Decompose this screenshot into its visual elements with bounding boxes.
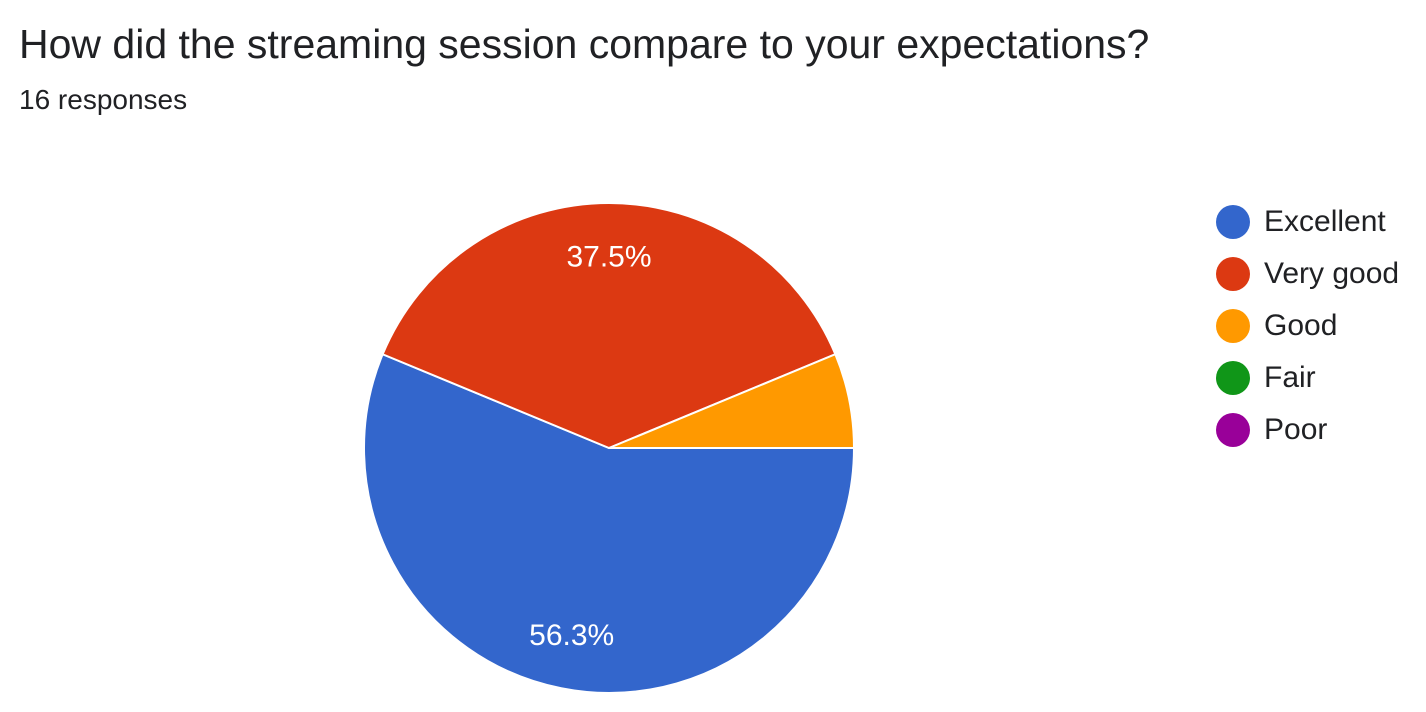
legend-label-good: Good — [1264, 309, 1338, 342]
legend-label-poor: Poor — [1264, 413, 1328, 446]
legend-label-excellent: Excellent — [1264, 205, 1386, 238]
response-count: 16 responses — [19, 84, 188, 115]
slice-label-very-good: 37.5% — [566, 240, 651, 273]
legend-label-very-good: Very good — [1264, 257, 1400, 290]
legend-swatch-poor — [1216, 413, 1250, 447]
legend-item-good: Good — [1216, 300, 1399, 352]
pie-slice-excellent — [363, 352, 856, 694]
legend-item-fair: Fair — [1216, 352, 1399, 404]
question-title: How did the streaming session compare to… — [19, 21, 1150, 67]
pie-slice-good — [608, 352, 856, 449]
legend-item-very-good: Very good — [1216, 248, 1399, 300]
pie-slice-very-good — [381, 202, 837, 450]
legend-swatch-fair — [1216, 361, 1250, 395]
legend-item-excellent: Excellent — [1216, 196, 1399, 248]
chart-legend: Excellent Very good Good Fair Poor — [1216, 196, 1399, 456]
legend-swatch-excellent — [1216, 205, 1250, 239]
legend-swatch-good — [1216, 309, 1250, 343]
legend-swatch-very-good — [1216, 257, 1250, 291]
legend-item-poor: Poor — [1216, 404, 1399, 456]
slice-label-excellent: 56.3% — [529, 619, 614, 652]
legend-label-fair: Fair — [1264, 361, 1316, 394]
